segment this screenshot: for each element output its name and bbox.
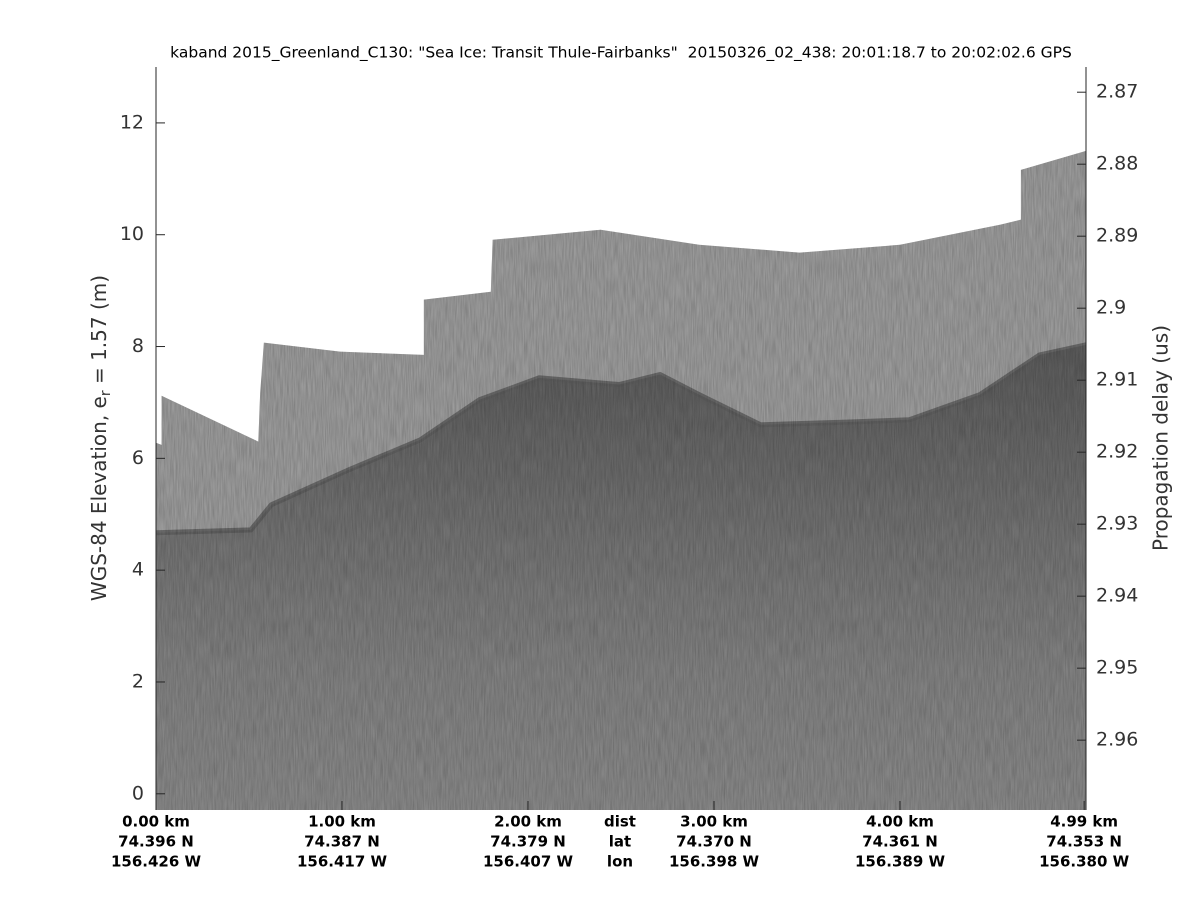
y-tick-label: 0 bbox=[132, 782, 144, 804]
y-tick-label: 12 bbox=[120, 111, 144, 133]
y-tick-label: 8 bbox=[132, 335, 144, 357]
x-tick-label: 2.00 km bbox=[494, 813, 562, 831]
y2-tick-label: 2.89 bbox=[1096, 225, 1138, 247]
lon-label: 156.398 W bbox=[669, 853, 760, 871]
y2-tick-label: 2.91 bbox=[1096, 369, 1138, 391]
y-axis-label-subscript: r bbox=[98, 390, 114, 396]
row-label: dist bbox=[604, 813, 636, 831]
lat-label: 74.353 N bbox=[1046, 833, 1122, 851]
y2-tick-label: 2.94 bbox=[1096, 585, 1138, 607]
lon-label: 156.426 W bbox=[111, 853, 202, 871]
y2-tick-label: 2.92 bbox=[1096, 441, 1138, 463]
lon-label: 156.389 W bbox=[855, 853, 946, 871]
axes bbox=[155, 67, 1087, 810]
x-tick-label: 4.00 km bbox=[866, 813, 934, 831]
lon-label: 156.417 W bbox=[297, 853, 388, 871]
row-label: lat bbox=[609, 833, 631, 851]
x-tick-label: 3.00 km bbox=[680, 813, 748, 831]
row-label: lon bbox=[607, 853, 633, 871]
chart-title: kaband 2015_Greenland_C130: "Sea Ice: Tr… bbox=[170, 44, 1072, 63]
y2-tick-label: 2.87 bbox=[1096, 81, 1138, 103]
lon-label: 156.380 W bbox=[1039, 853, 1130, 871]
lon-label: 156.407 W bbox=[483, 853, 574, 871]
y-tick-label: 10 bbox=[120, 223, 144, 245]
lat-label: 74.396 N bbox=[118, 833, 194, 851]
y2-tick-label: 2.9 bbox=[1096, 297, 1126, 319]
y-tick-label: 4 bbox=[132, 559, 144, 581]
y-axis-label-part: = 1.57 (m) bbox=[87, 275, 111, 390]
x-tick-label: 1.00 km bbox=[308, 813, 376, 831]
lat-label: 74.370 N bbox=[676, 833, 752, 851]
lat-label: 74.379 N bbox=[490, 833, 566, 851]
subsurface-region bbox=[156, 344, 1086, 810]
ice-surface bbox=[156, 342, 1086, 536]
y2-tick-label: 2.93 bbox=[1096, 513, 1138, 535]
x-tick-label: 4.99 km bbox=[1050, 813, 1118, 831]
lat-label: 74.361 N bbox=[862, 833, 938, 851]
x-tick-label: 0.00 km bbox=[122, 813, 190, 831]
y2-tick-label: 2.88 bbox=[1096, 153, 1138, 175]
y2-tick-label: 2.96 bbox=[1096, 729, 1138, 751]
y-tick-label: 6 bbox=[132, 447, 144, 469]
y-tick-label: 2 bbox=[132, 670, 144, 692]
y2-tick-label: 2.95 bbox=[1096, 657, 1138, 679]
plot-area bbox=[156, 150, 1086, 810]
y2-axis-label: Propagation delay (us) bbox=[1149, 325, 1173, 551]
y-axis-label: WGS-84 Elevation, er = 1.57 (m) bbox=[87, 275, 115, 601]
y-axis-label-part: WGS-84 Elevation, e bbox=[87, 396, 111, 601]
lat-label: 74.387 N bbox=[304, 833, 380, 851]
